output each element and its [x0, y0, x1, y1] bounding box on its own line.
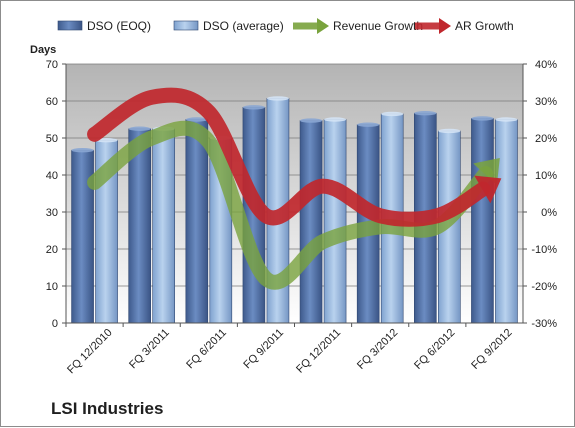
bar-dso-average [495, 120, 517, 324]
y-tick-label: 70 [46, 59, 58, 71]
bar-dso-average [324, 120, 346, 324]
bar-dso-eoq [300, 121, 322, 323]
bar-dso-eoq [471, 118, 493, 323]
bar-cap [471, 116, 493, 120]
x-tick-label: FQ 3/2011 [127, 327, 172, 372]
legend-label: DSO (average) [203, 19, 284, 33]
y-tick-label: 50 [46, 133, 58, 145]
bar-cap [495, 117, 517, 121]
y-tick-label: 60 [46, 96, 58, 108]
bar-cap [267, 96, 289, 100]
x-tick-label: FQ 9/2011 [241, 327, 286, 372]
legend-label: DSO (EOQ) [87, 19, 151, 33]
x-tick-label: FQ 9/2012 [469, 327, 514, 372]
bar-dso-average [153, 129, 175, 323]
x-tick-label: FQ 6/2011 [184, 327, 229, 372]
x-tick-label: FQ 6/2012 [412, 327, 457, 372]
y2-tick-label: 30% [535, 96, 557, 108]
y-tick-label: 40 [46, 170, 58, 182]
y-axis-title: Days [30, 44, 56, 56]
legend-label: Revenue Growth [333, 19, 423, 33]
legend-label: AR Growth [455, 19, 514, 33]
bar-cap [72, 148, 94, 152]
bar-cap [243, 105, 265, 109]
bar-cap [357, 122, 379, 126]
x-tick-label: FQ 12/2011 [294, 327, 343, 376]
bar-cap [324, 117, 346, 121]
y2-tick-label: 40% [535, 59, 557, 71]
bar-cap [438, 129, 460, 133]
bar-cap [300, 118, 322, 122]
legend: DSO (EOQ) DSO (average) Revenue Growth AR G… [58, 18, 514, 34]
y2-tick-label: 0% [541, 207, 557, 219]
y2-tick-label: 10% [535, 170, 557, 182]
bar-cap [381, 112, 403, 116]
x-tick-label: FQ 12/2010 [65, 327, 115, 377]
y2-tick-label: 20% [535, 133, 557, 145]
y2-tick-label: -30% [531, 318, 557, 330]
y-tick-label: 0 [52, 318, 58, 330]
y-tick-label: 30 [46, 207, 58, 219]
y-tick-label: 10 [46, 281, 58, 293]
legend-arrowhead [439, 18, 451, 34]
bar-dso-eoq [186, 120, 208, 324]
y2-tick-label: -10% [531, 244, 557, 256]
x-tick-label: FQ 3/2012 [355, 327, 400, 372]
bar-cap [129, 127, 151, 131]
bar-dso-eoq [72, 150, 94, 323]
bar-cap [414, 111, 436, 115]
legend-arrowhead [317, 18, 329, 34]
y2-tick-label: -20% [531, 281, 557, 293]
legend-swatch [174, 21, 198, 30]
company-title: LSI Industries [51, 399, 163, 419]
legend-swatch [58, 21, 82, 30]
y-tick-label: 20 [46, 244, 58, 256]
